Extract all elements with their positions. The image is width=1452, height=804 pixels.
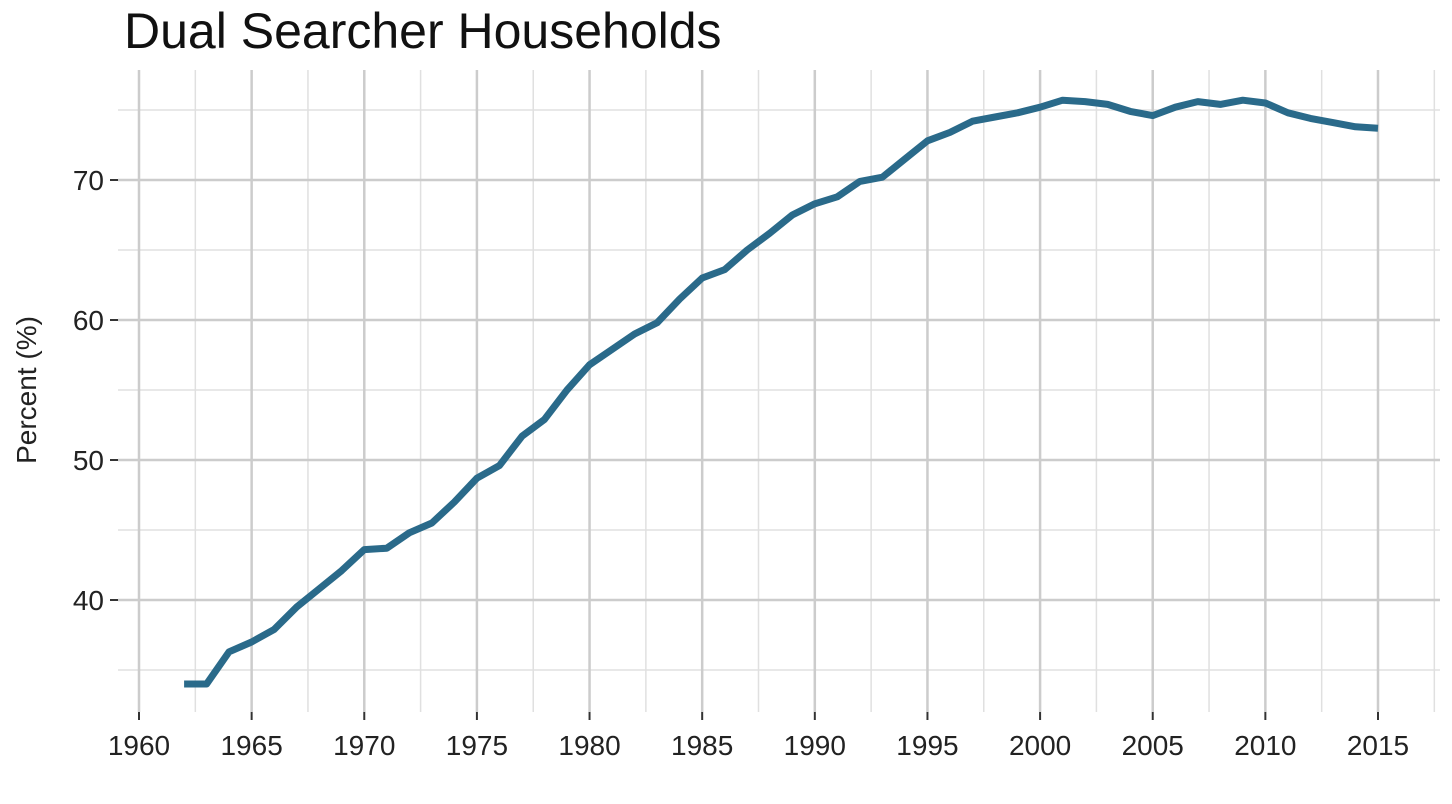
x-tick-label: 2010 (1234, 730, 1296, 761)
x-tick-label: 1995 (896, 730, 958, 761)
x-tick-label: 1970 (333, 730, 395, 761)
y-tick-label: 60 (73, 305, 104, 336)
x-tick-label: 1975 (446, 730, 508, 761)
y-tick-label: 40 (73, 585, 104, 616)
minor-gridlines (118, 70, 1440, 712)
y-axis-label: Percent (%) (11, 316, 42, 464)
y-tick-label: 50 (73, 445, 104, 476)
x-tick-label: 1985 (671, 730, 733, 761)
x-axis-ticks: 1960 1965 1970 1975 1980 1985 1990 1995 2000 2005… (108, 712, 1409, 761)
x-tick-label: 2000 (1009, 730, 1071, 761)
chart-title: Dual Searcher Households (124, 3, 722, 59)
x-tick-label: 2015 (1347, 730, 1409, 761)
x-tick-label: 1960 (108, 730, 170, 761)
y-tick-label: 70 (73, 165, 104, 196)
series-group (184, 96, 1379, 688)
x-tick-label: 1990 (784, 730, 846, 761)
x-tick-label: 1980 (558, 730, 620, 761)
series-line-0 (184, 96, 1379, 688)
major-gridlines (118, 70, 1440, 712)
x-tick-label: 2005 (1122, 730, 1184, 761)
x-tick-label: 1965 (220, 730, 282, 761)
y-axis-ticks: 40 50 60 70 (73, 165, 118, 616)
